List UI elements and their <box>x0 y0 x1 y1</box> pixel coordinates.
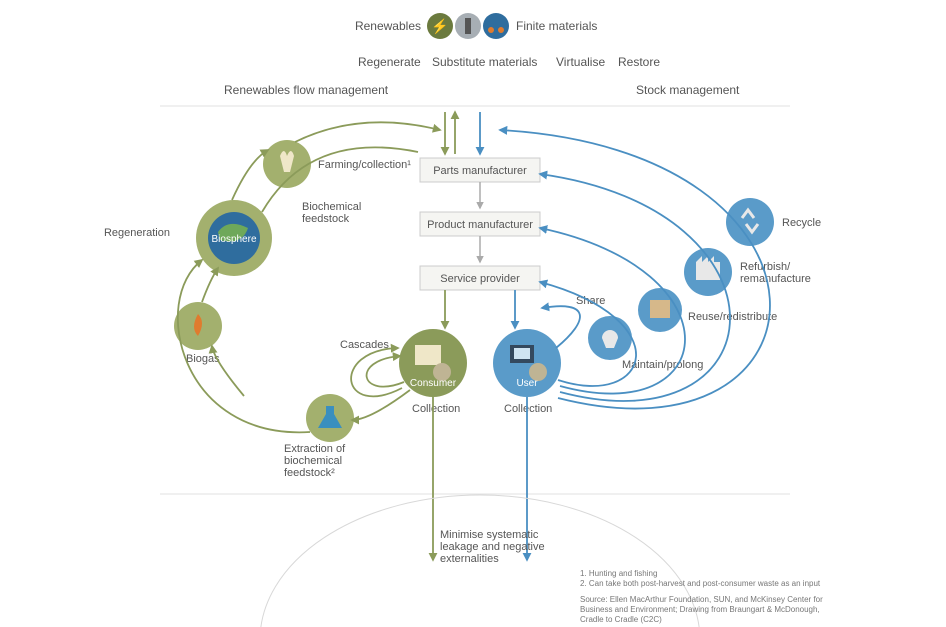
box-icon <box>650 300 670 318</box>
svg-text:Farming/collection¹: Farming/collection¹ <box>318 159 411 171</box>
svg-text:Refurbish/remanufacture: Refurbish/remanufacture <box>740 261 811 285</box>
header-left: Renewables flow management <box>224 83 389 97</box>
svg-text:Biosphere: Biosphere <box>211 234 256 245</box>
legend: Renewables ⚡ Finite materials Regenerate… <box>355 13 660 69</box>
principle-3: Restore <box>618 55 660 69</box>
finite-icon <box>483 13 509 39</box>
footnotes: 1. Hunting and fishing 2. Can take both … <box>580 569 825 624</box>
svg-text:Consumer: Consumer <box>410 378 457 389</box>
svg-text:Source: Ellen MacArthur Founda: Source: Ellen MacArthur Foundation, SUN,… <box>580 595 825 624</box>
svg-text:Reuse/redistribute: Reuse/redistribute <box>688 311 777 323</box>
legend-finite: Finite materials <box>516 19 597 33</box>
left-cycle: Farming/collection¹ Biosphere Regenerati… <box>104 140 467 479</box>
principle-0: Regenerate <box>358 55 421 69</box>
svg-text:Parts manufacturer: Parts manufacturer <box>433 165 527 177</box>
label-regeneration: Regeneration <box>104 227 170 239</box>
principle-2: Virtualise <box>556 55 605 69</box>
svg-text:⚡: ⚡ <box>431 18 448 35</box>
center-column: Parts manufacturer Product manufacturer … <box>420 158 540 290</box>
node-recycle <box>726 198 774 246</box>
principle-1: Substitute materials <box>432 55 537 69</box>
label-collection-l: Collection <box>412 403 460 415</box>
legend-renewables: Renewables <box>355 19 421 33</box>
svg-text:Service provider: Service provider <box>440 273 520 285</box>
right-cycle: User Collection Maintain/prolong Reuse/r… <box>493 198 821 415</box>
bottom-text: Minimise systematic leakage and negative… <box>440 529 548 565</box>
svg-text:1. Hunting and fishing: 1. Hunting and fishing <box>580 569 657 578</box>
label-collection-r: Collection <box>504 403 552 415</box>
svg-text:Biochemicalfeedstock: Biochemicalfeedstock <box>302 201 361 225</box>
header-right: Stock management <box>636 83 740 97</box>
svg-text:Product manufacturer: Product manufacturer <box>427 219 533 231</box>
svg-text:Recycle: Recycle <box>782 217 821 229</box>
svg-text:User: User <box>516 378 538 389</box>
butterfly-diagram: Renewables ⚡ Finite materials Regenerate… <box>0 0 946 627</box>
svg-text:2. Can take both post-harvest: 2. Can take both post-harvest and post-c… <box>580 579 821 588</box>
svg-text:Extraction ofbiochemicalfeedst: Extraction ofbiochemicalfeedstock² <box>284 443 346 479</box>
